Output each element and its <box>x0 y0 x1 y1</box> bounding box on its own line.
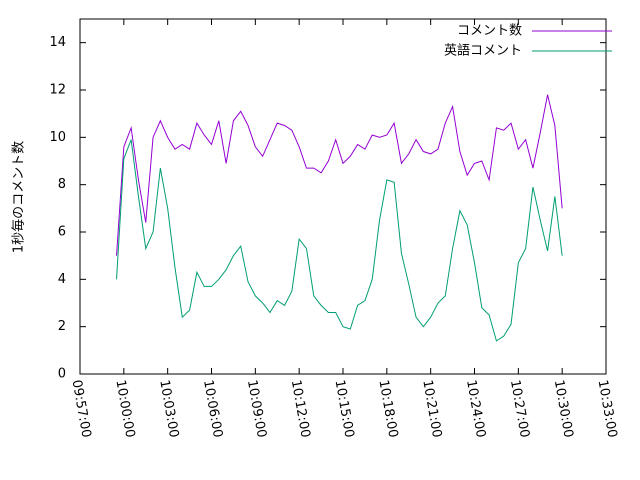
x-tick-label: 10:27:00 <box>507 379 532 439</box>
series-line <box>116 94 563 256</box>
x-tick-label: 10:03:00 <box>156 379 181 439</box>
series-line <box>116 139 563 342</box>
x-tick-label: 09:57:00 <box>69 379 94 439</box>
legend-label: 英語コメント <box>444 43 522 59</box>
x-tick-label: 10:15:00 <box>332 379 357 439</box>
y-tick-label: 4 <box>58 272 66 287</box>
y-axis-label: 1秒毎のコメント数 <box>11 141 27 253</box>
x-tick-label: 10:33:00 <box>595 379 620 439</box>
x-tick-label: 10:30:00 <box>551 379 576 439</box>
plot-border <box>79 18 607 375</box>
x-tick-label: 10:21:00 <box>419 379 444 439</box>
y-tick-label: 2 <box>58 319 66 334</box>
y-tick-label: 14 <box>49 35 66 50</box>
y-tick-label: 12 <box>49 83 66 98</box>
x-tick-label: 10:24:00 <box>463 379 488 439</box>
y-tick-label: 10 <box>49 130 66 145</box>
x-tick-label: 10:06:00 <box>200 379 225 439</box>
x-tick-label: 10:00:00 <box>112 379 137 439</box>
y-tick-label: 6 <box>58 225 66 240</box>
legend-label: コメント数 <box>457 24 522 39</box>
x-tick-label: 10:18:00 <box>375 379 400 439</box>
y-tick-label: 0 <box>58 367 66 382</box>
x-tick-label: 10:09:00 <box>244 379 269 439</box>
y-tick-label: 8 <box>58 177 66 192</box>
x-tick-label: 10:12:00 <box>288 379 313 439</box>
